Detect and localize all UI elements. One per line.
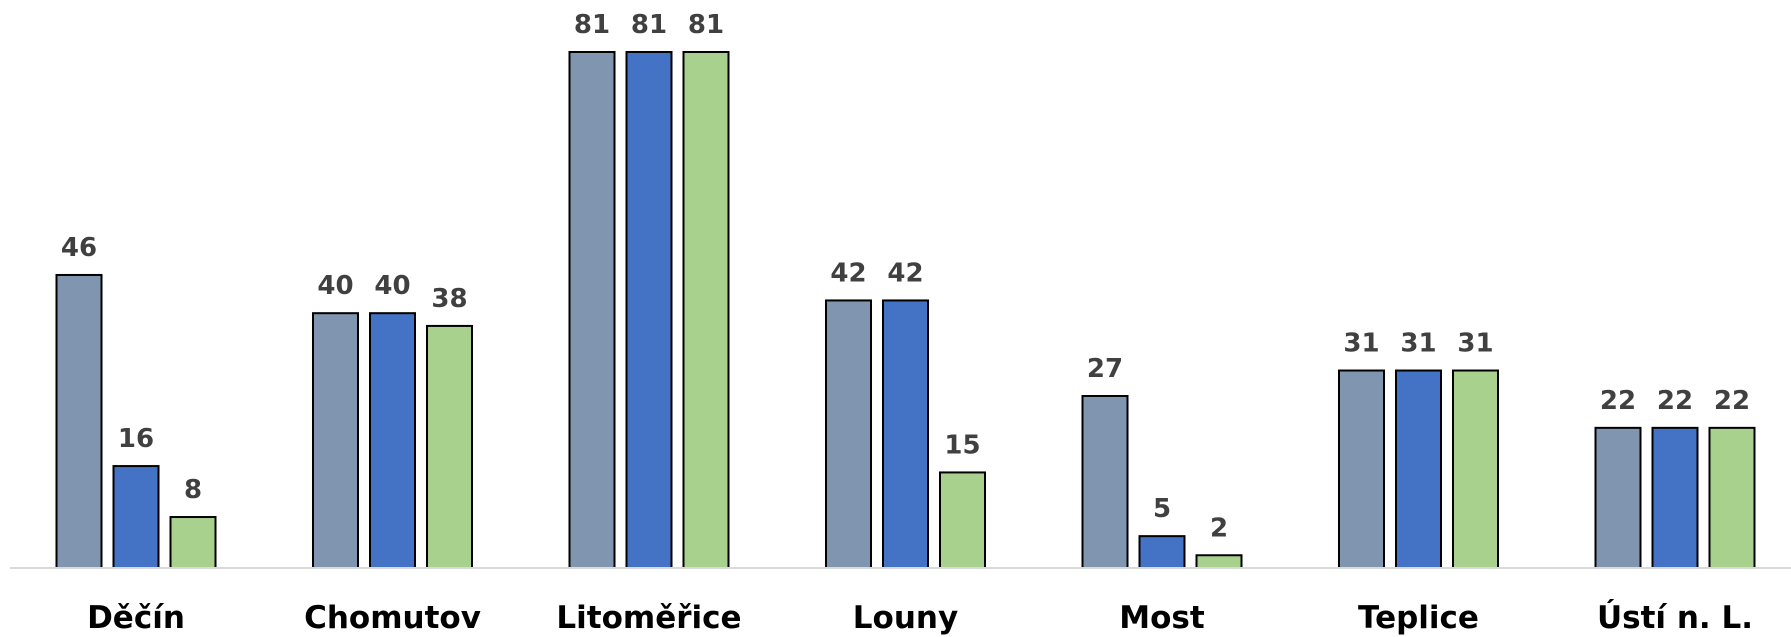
data-label: 16 bbox=[118, 424, 154, 454]
data-label: 46 bbox=[61, 233, 97, 263]
data-label: 22 bbox=[1714, 386, 1750, 416]
data-label: 81 bbox=[631, 10, 667, 40]
data-label: 81 bbox=[574, 10, 610, 40]
bars-layer bbox=[55, 51, 1756, 570]
bar bbox=[1594, 426, 1642, 569]
bar bbox=[1138, 535, 1186, 569]
bar bbox=[682, 51, 730, 569]
bar bbox=[426, 324, 473, 570]
data-label: 5 bbox=[1153, 494, 1171, 524]
bar bbox=[1708, 426, 1756, 569]
bar bbox=[369, 312, 416, 569]
bar bbox=[55, 273, 103, 569]
bar bbox=[625, 51, 673, 569]
category-label: Teplice bbox=[1358, 600, 1479, 636]
data-label: 27 bbox=[1087, 354, 1123, 384]
bar bbox=[939, 471, 986, 570]
category-label: Litoměřice bbox=[556, 600, 741, 636]
data-label: 81 bbox=[688, 10, 724, 40]
bar bbox=[882, 299, 929, 569]
data-label: 22 bbox=[1600, 386, 1636, 416]
data-label: 42 bbox=[887, 258, 923, 288]
data-label: 31 bbox=[1400, 329, 1436, 359]
bar bbox=[112, 465, 160, 569]
data-label: 42 bbox=[830, 258, 866, 288]
category-labels-layer: Děčín Chomutov Litoměřice Louny Most Teplice Ú… bbox=[87, 599, 1753, 636]
bar bbox=[1395, 369, 1442, 569]
data-label: 2 bbox=[1210, 513, 1228, 543]
bar bbox=[1195, 554, 1243, 570]
data-label: 38 bbox=[431, 284, 467, 314]
bar bbox=[169, 516, 217, 570]
bar bbox=[1338, 369, 1385, 569]
bar bbox=[1651, 426, 1699, 569]
category-label: Ústí n. L. bbox=[1597, 599, 1753, 636]
category-label: Děčín bbox=[87, 600, 185, 636]
data-label: 15 bbox=[944, 430, 980, 460]
bar bbox=[1081, 395, 1129, 569]
data-label: 22 bbox=[1657, 386, 1693, 416]
data-label: 31 bbox=[1343, 329, 1379, 359]
category-label: Louny bbox=[853, 600, 958, 636]
data-labels-layer: 46 16 8 40 40 38 81 81 81 42 42 15 27 5 2 31 31 31 22 22 22 bbox=[61, 10, 1750, 543]
bar bbox=[825, 299, 872, 569]
data-label: 40 bbox=[317, 271, 353, 301]
bar bbox=[568, 51, 616, 569]
bar bbox=[312, 312, 359, 569]
data-label: 40 bbox=[374, 271, 410, 301]
category-label: Most bbox=[1119, 600, 1205, 636]
category-label: Chomutov bbox=[304, 600, 481, 636]
data-label: 31 bbox=[1457, 329, 1493, 359]
bar bbox=[1452, 369, 1499, 569]
data-label: 8 bbox=[184, 475, 202, 505]
